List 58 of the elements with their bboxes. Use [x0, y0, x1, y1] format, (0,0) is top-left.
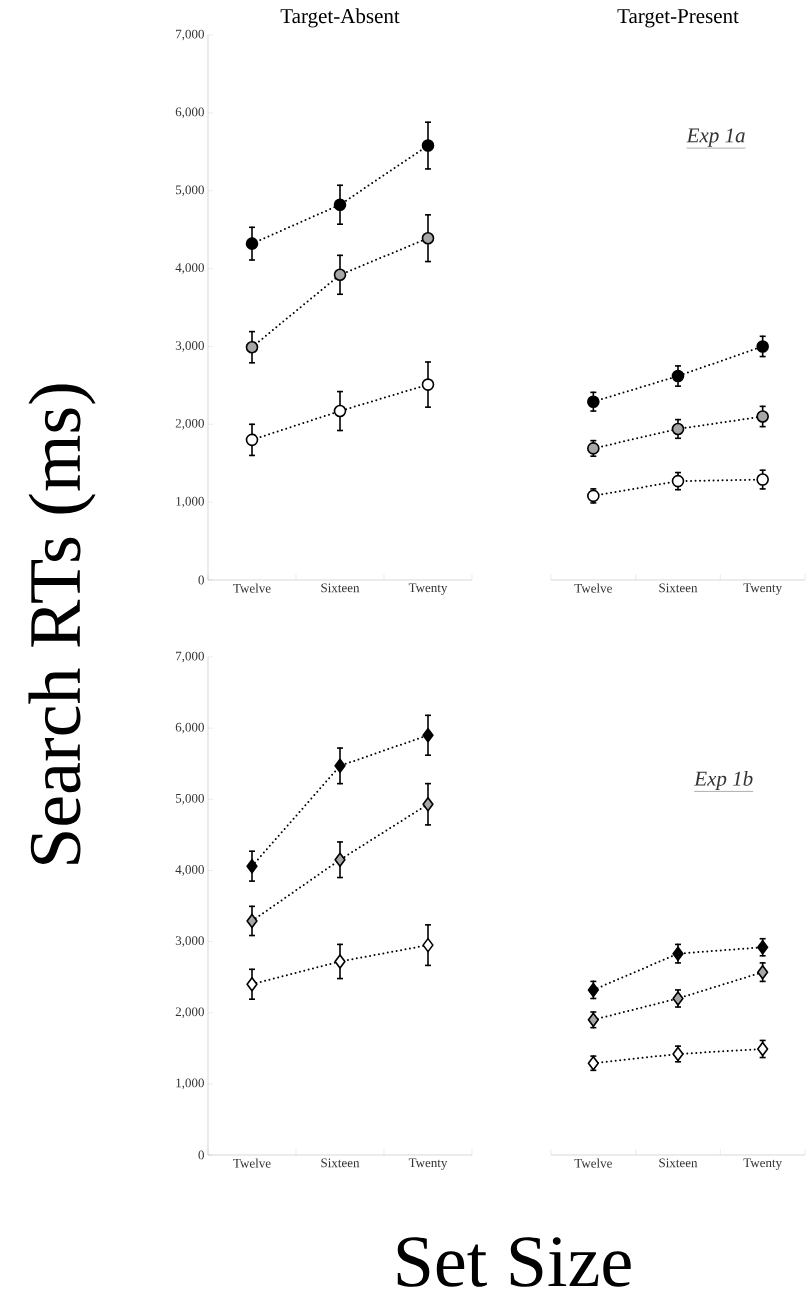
chart-title: Target-Present: [617, 9, 739, 28]
y-tick-label: 0: [198, 575, 204, 585]
y-tick-label: 6,000: [175, 722, 204, 734]
point: [333, 404, 347, 418]
x-tick-label: Twelve: [233, 583, 271, 593]
point: [421, 378, 435, 391]
y-tick-label: 1,000: [176, 1078, 204, 1090]
x-tick-label: Twenty: [743, 583, 783, 595]
point: [587, 395, 600, 408]
annotation: Exp 1a: [686, 128, 745, 147]
point: [245, 237, 259, 250]
y-tick-label: 5,000: [175, 185, 204, 197]
point: [421, 139, 435, 152]
y-tick-label: 2,000: [175, 1007, 204, 1019]
point: [756, 410, 769, 423]
point: [756, 473, 769, 486]
chart-title: Target-Absent: [280, 8, 400, 28]
y-tick-label: 0: [198, 1150, 204, 1160]
y-tick-label: 4,000: [175, 263, 204, 274]
y-tick-label: 7,000: [176, 29, 204, 41]
x-tick-label: Sixteen: [321, 1158, 360, 1168]
point: [422, 937, 434, 953]
point: [334, 852, 346, 868]
x-tick-label: Sixteen: [659, 583, 698, 593]
point: [333, 268, 347, 282]
y-tick-label: 7,000: [176, 651, 204, 663]
point: [422, 727, 434, 743]
point: [421, 231, 435, 245]
x-tick-label: Sixteen: [321, 583, 360, 593]
y-axis-title: Search RTs (ms): [28, 384, 96, 864]
x-tick-label: Twelve: [574, 583, 612, 593]
y-tick-label: 6,000: [175, 107, 204, 119]
point: [333, 198, 347, 212]
point: [245, 340, 259, 354]
x-tick-label: Twelve: [233, 1158, 271, 1168]
x-axis-title: Set Size: [397, 1237, 631, 1287]
x-tick-label: Sixteen: [659, 1158, 698, 1168]
point: [671, 369, 685, 383]
y-tick-label: 3,000: [175, 341, 204, 352]
point: [246, 976, 258, 992]
point: [246, 858, 258, 874]
y-tick-label: 2,000: [175, 418, 204, 430]
annotation: Exp 1b: [694, 770, 753, 791]
y-tick-label: 4,000: [175, 865, 204, 876]
point: [246, 913, 258, 929]
point: [334, 954, 346, 969]
x-tick-label: Twenty: [408, 1158, 448, 1170]
x-tick-label: Twenty: [408, 583, 448, 595]
y-tick-label: 5,000: [175, 793, 204, 805]
point: [671, 422, 685, 436]
point: [422, 796, 434, 812]
point: [245, 433, 259, 447]
point: [756, 340, 769, 353]
x-tick-label: Twelve: [574, 1158, 612, 1168]
y-tick-label: 3,000: [175, 936, 204, 947]
y-tick-label: 1,000: [176, 496, 204, 508]
x-tick-label: Twenty: [743, 1158, 783, 1170]
point: [334, 758, 346, 774]
